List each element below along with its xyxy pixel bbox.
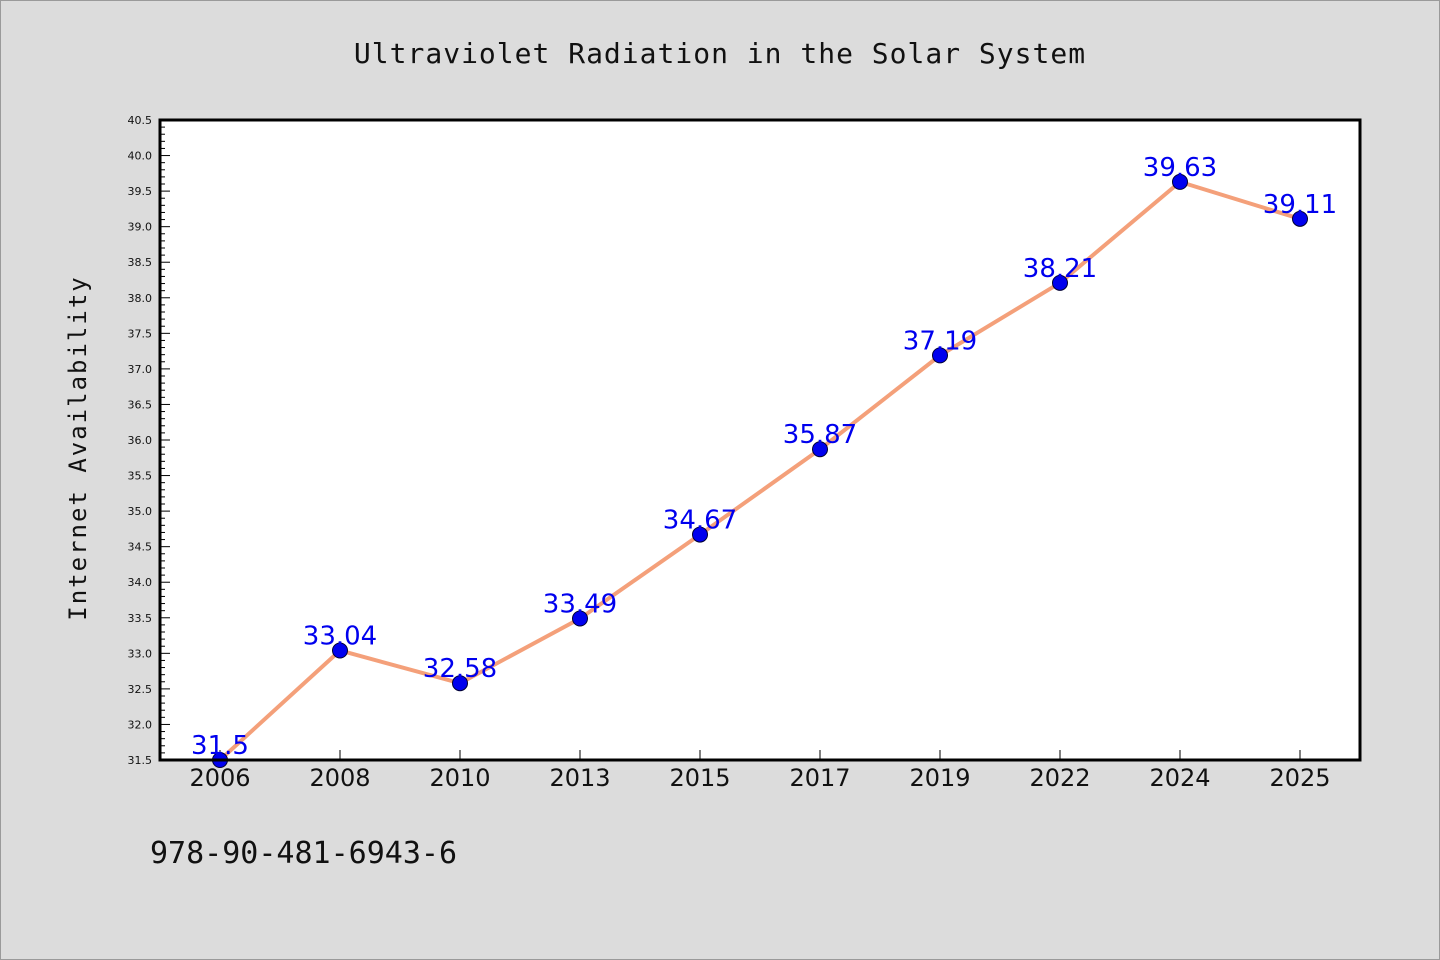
data-point [692, 526, 708, 543]
x-axis: 2006 2008 2010 2013 2015 2017 2019 2022 2024 2025 [189, 750, 1331, 792]
x-tick-label: 2010 [429, 764, 490, 792]
y-tick-label: 36.0 [128, 434, 153, 447]
x-tick-label: 2025 [1269, 764, 1330, 792]
y-tick-label: 36.5 [128, 398, 153, 411]
y-tick-label: 39.0 [128, 221, 153, 234]
series-line [218, 179, 1302, 762]
data-point [1052, 274, 1068, 291]
data-point [1292, 210, 1308, 227]
data-label: 37.19 [903, 326, 977, 356]
data-label: 31.5 [191, 731, 249, 761]
y-tick-label: 39.5 [128, 185, 153, 198]
data-point [1172, 173, 1188, 190]
x-tick-label: 2008 [309, 764, 370, 792]
data-label: 32.58 [423, 654, 497, 684]
series-group: 31.5 33.04 32.58 33.49 34.67 35.87 37.19 38.21 3… [191, 153, 1337, 768]
y-tick-label: 40.5 [128, 114, 153, 127]
plot-border [158, 118, 1362, 762]
y-tick-label: 33.5 [128, 612, 153, 625]
chart-title: Ultraviolet Radiation in the Solar Syste… [354, 37, 1086, 70]
y-tick-label: 37.0 [128, 363, 153, 376]
data-label: 39.63 [1143, 153, 1217, 183]
y-tick-label: 38.0 [128, 292, 153, 305]
y-axis: 31.5 32.0 32.5 33.0 33.5 34.0 34.5 35.0 35.5 36.0… [128, 114, 170, 767]
data-label: 33.04 [303, 621, 377, 651]
data-label: 35.87 [783, 420, 857, 450]
data-point [932, 347, 948, 364]
x-tick-label: 2022 [1029, 764, 1090, 792]
x-tick-label: 2015 [669, 764, 730, 792]
data-point [332, 642, 348, 659]
y-tick-label: 37.5 [128, 327, 153, 340]
data-label: 34.67 [663, 506, 737, 536]
y-tick-label: 34.0 [128, 576, 153, 589]
y-tick-label: 32.0 [128, 718, 153, 731]
y-tick-label: 32.5 [128, 683, 153, 696]
y-axis-label: Internet Availability [64, 275, 92, 620]
x-tick-label: 2024 [1149, 764, 1210, 792]
footer-isbn: 978-90-481-6943-6 [150, 836, 457, 871]
data-point [572, 610, 588, 627]
data-label: 39.11 [1263, 190, 1337, 220]
data-label: 38.21 [1023, 254, 1097, 284]
y-tick-label: 38.5 [128, 256, 153, 269]
y-tick-label: 33.0 [128, 647, 153, 660]
y-tick-label: 31.5 [128, 754, 153, 767]
data-label: 33.49 [543, 589, 617, 619]
y-tick-label: 35.0 [128, 505, 153, 518]
y-tick-label: 35.5 [128, 470, 153, 483]
x-tick-label: 2013 [549, 764, 610, 792]
x-tick-label: 2017 [789, 764, 850, 792]
plot-area [160, 120, 1360, 760]
data-point [812, 441, 828, 458]
y-tick-label: 40.0 [128, 150, 153, 163]
x-tick-label: 2019 [909, 764, 970, 792]
x-tick-label: 2006 [189, 764, 250, 792]
y-tick-label: 34.5 [128, 541, 153, 554]
data-point [452, 675, 468, 692]
